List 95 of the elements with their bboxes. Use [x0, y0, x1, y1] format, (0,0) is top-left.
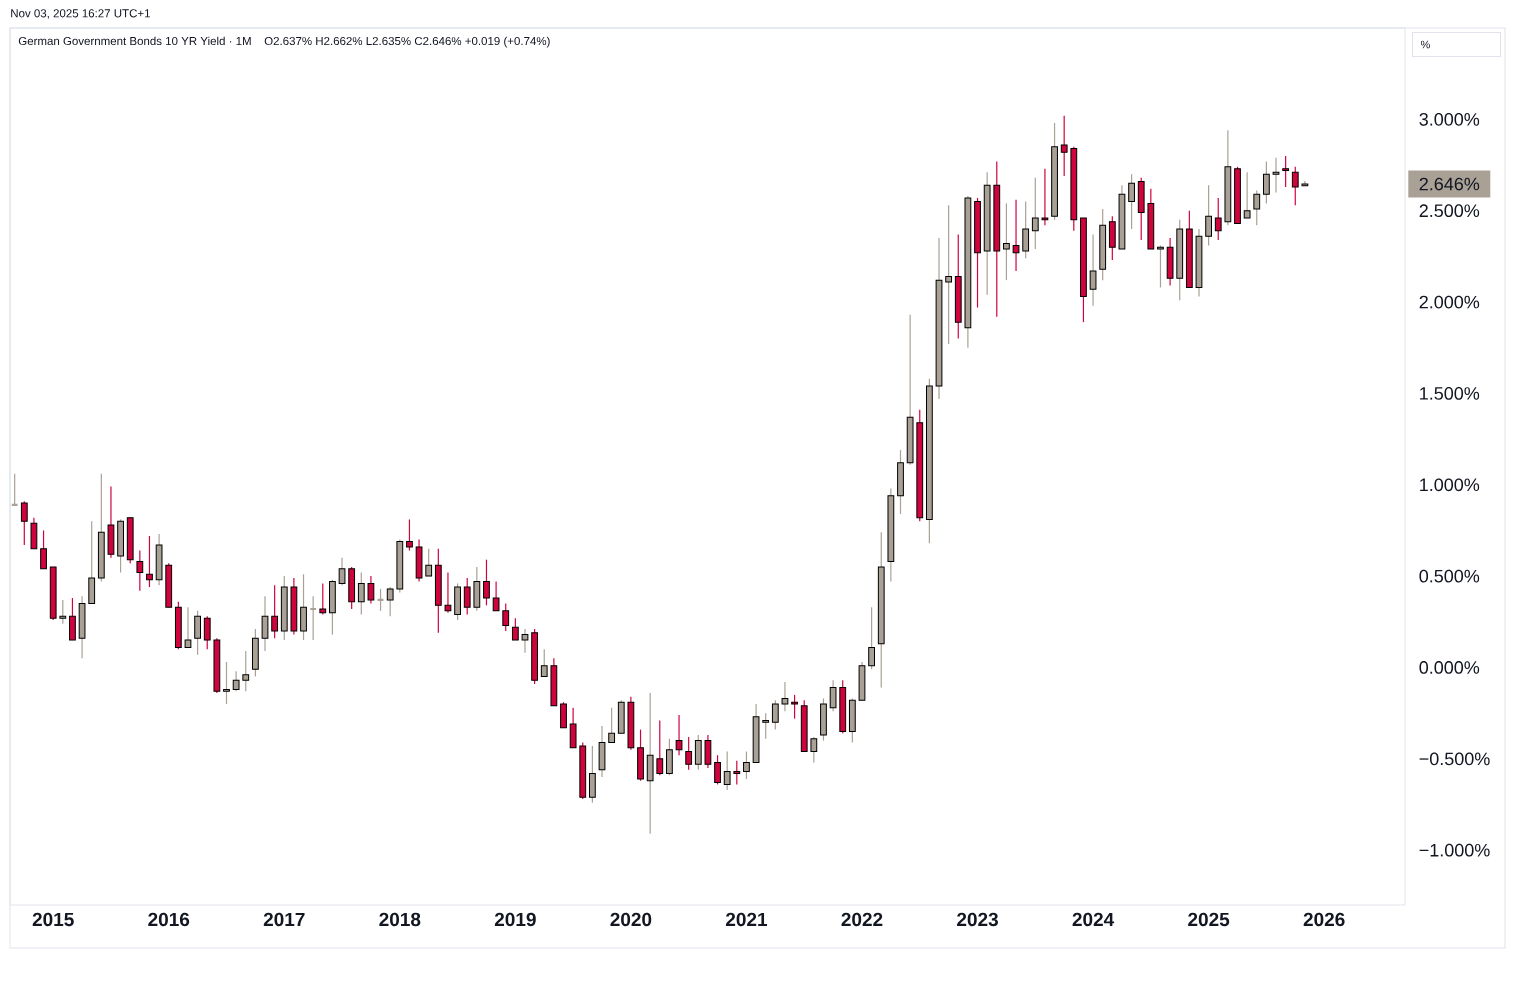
- candlestick: [40, 529, 47, 570]
- x-tick-label: 2016: [148, 912, 190, 927]
- candlestick: [194, 610, 201, 656]
- candlestick: [425, 548, 433, 577]
- y-tick-label: 2.500%: [1419, 204, 1480, 218]
- x-tick-label: 2017: [263, 912, 305, 927]
- candlestick: [723, 750, 731, 791]
- candlestick: [1282, 155, 1290, 188]
- candlestick: [136, 549, 144, 592]
- candlestick: [483, 559, 490, 606]
- x-tick-label: 2020: [610, 912, 652, 927]
- candlestick: [771, 699, 779, 731]
- candlestick: [357, 571, 365, 616]
- y-tick-label: −1.000%: [1419, 843, 1490, 857]
- candlestick: [810, 736, 818, 764]
- candlestick: [1205, 184, 1212, 247]
- x-tick-label: 2024: [1072, 912, 1115, 927]
- candlestick: [319, 582, 327, 616]
- y-tick-label: 0.000%: [1419, 661, 1480, 674]
- candlestick: [829, 679, 837, 712]
- text: O2.637% H2.662% L2.635% C2.646% +0.019 (+0.74%): [264, 36, 550, 48]
- candlestick: [714, 754, 721, 786]
- candlestick: [242, 650, 250, 692]
- text: 2.646%: [1419, 177, 1480, 191]
- candlestick: [1022, 200, 1030, 259]
- x-tick-label: 2021: [725, 912, 768, 927]
- y-tick-label: 3.000%: [1419, 112, 1480, 126]
- candlestick: [463, 577, 471, 616]
- candlestick: [1031, 177, 1039, 250]
- candlestick: [232, 670, 240, 692]
- candlestick: [1253, 190, 1261, 226]
- candlestick: [1291, 166, 1299, 206]
- candlestick: [146, 535, 153, 588]
- candlestick: [791, 694, 798, 720]
- candlestick: [1060, 115, 1068, 177]
- candlestick: [1041, 168, 1049, 226]
- candlestick: [540, 648, 548, 678]
- candlestick: [743, 750, 750, 780]
- candlestick: [588, 745, 596, 804]
- y-tick-label: 1.500%: [1420, 387, 1480, 400]
- candlestick: [1012, 199, 1020, 272]
- candlestick: [59, 599, 67, 625]
- x-tick-label: 2019: [494, 912, 536, 927]
- candlestick: [675, 714, 683, 756]
- x-tick-label: 2025: [1188, 912, 1230, 927]
- candlestick: [1262, 160, 1270, 204]
- candlestick: [781, 681, 789, 712]
- candlestick: [569, 707, 577, 749]
- candlestick: [1157, 244, 1164, 289]
- candlestick: [521, 628, 529, 654]
- candlestick: [762, 712, 770, 740]
- candlestick: [20, 500, 28, 546]
- candlestick: [338, 557, 346, 586]
- candlestick: [69, 597, 76, 641]
- x-tick-label: 2015: [32, 912, 74, 927]
- candlestick: [868, 606, 875, 670]
- candlestick: [444, 571, 452, 614]
- candlestick: [1214, 197, 1222, 241]
- candlestick: [271, 584, 279, 639]
- y-tick-label: 2.000%: [1419, 295, 1480, 309]
- candlestick: [367, 575, 375, 605]
- candlestick: [1272, 157, 1280, 194]
- x-tick-label: 2026: [1303, 912, 1345, 927]
- candlestick: [666, 738, 673, 776]
- candlestick: [608, 707, 616, 743]
- y-tick-label: 0.500%: [1419, 569, 1480, 583]
- candlestick: [656, 719, 664, 776]
- candlestick: [704, 734, 712, 769]
- candlestick: [261, 595, 269, 652]
- candlestick: [203, 615, 211, 650]
- candlestick: [560, 701, 567, 729]
- y-tick-label: 1.000%: [1420, 478, 1480, 492]
- candlestick: [1243, 171, 1251, 219]
- candlestick: [1003, 202, 1010, 281]
- x-tick-label: 2022: [841, 912, 883, 927]
- text: German Government Bonds 10 YR Yield · 1M: [18, 36, 251, 46]
- candlestick: [386, 586, 394, 617]
- candlestick: [223, 661, 230, 705]
- candlestick: [406, 518, 413, 552]
- x-tick-label: 2018: [379, 912, 421, 927]
- candlestick: [1089, 233, 1097, 307]
- x-tick-label: 2023: [957, 912, 998, 927]
- candlestick: [184, 606, 192, 648]
- candlestick: [502, 602, 510, 632]
- candlestick: [492, 581, 500, 612]
- text: Nov 03, 2025 16:27 UTC+1: [11, 9, 150, 19]
- candlestick: [511, 617, 519, 641]
- y-axis-title: %: [1420, 40, 1430, 49]
- candlestick: [733, 760, 741, 786]
- candlestick: [300, 573, 307, 641]
- candlestick: [694, 734, 702, 771]
- candlestick: [1128, 173, 1135, 230]
- y-tick-label: −0.500%: [1419, 752, 1490, 766]
- candlestick: [685, 736, 693, 771]
- candlestick: [945, 204, 953, 345]
